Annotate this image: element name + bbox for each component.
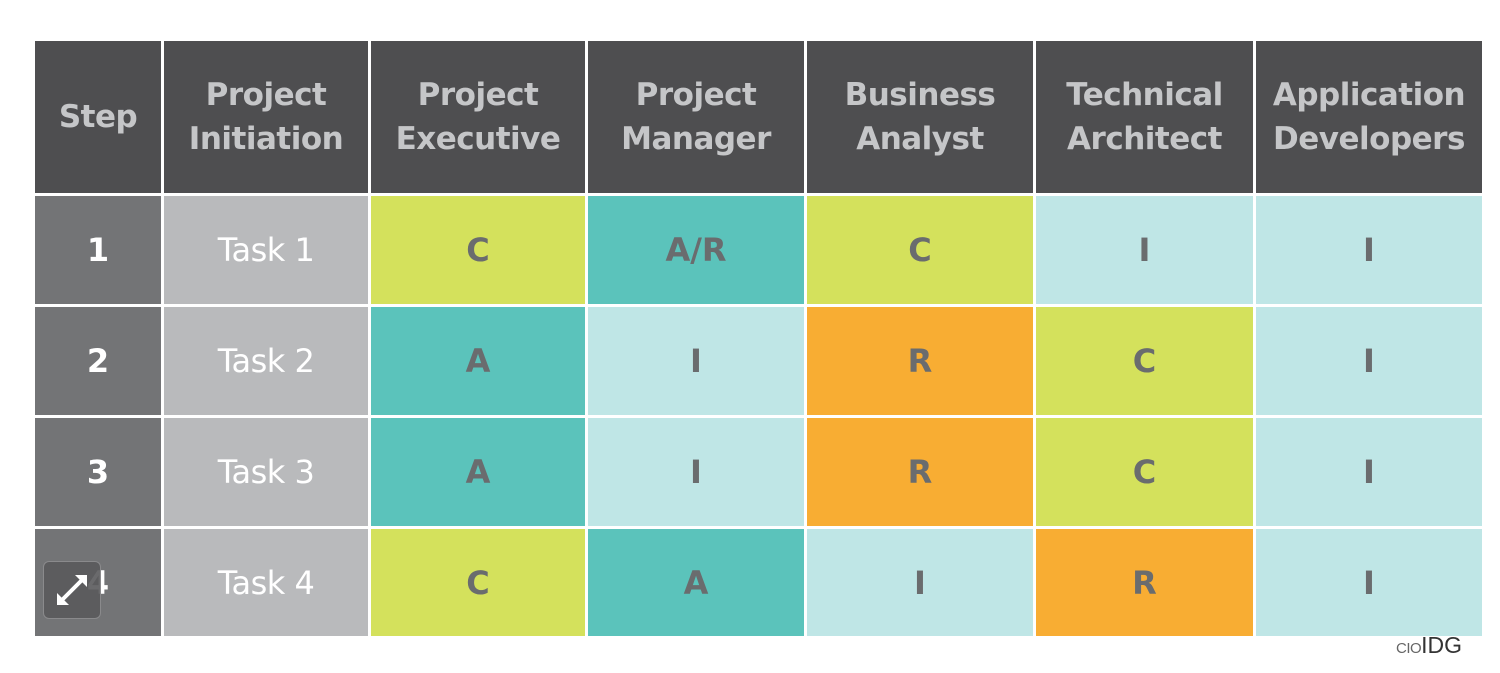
header-project-executive: Project Executive — [371, 41, 585, 193]
raci-cell: R — [1036, 529, 1253, 636]
watermark-brand: IDG — [1421, 632, 1463, 658]
raci-matrix: Step Project Initiation Project Executiv… — [35, 41, 1482, 636]
raci-cell: R — [807, 418, 1033, 526]
step-cell: 1 — [35, 196, 161, 304]
task-cell: Task 2 — [164, 307, 368, 415]
expand-icon — [57, 575, 87, 605]
raci-cell: I — [588, 307, 804, 415]
header-technical-architect: Technical Architect — [1036, 41, 1253, 193]
header-application-developers: Application Developers — [1256, 41, 1482, 193]
raci-cell: I — [1256, 529, 1482, 636]
raci-cell: A — [588, 529, 804, 636]
header-project-manager: Project Manager — [588, 41, 804, 193]
expand-button[interactable] — [43, 561, 101, 619]
header-project-initiation: Project Initiation — [164, 41, 368, 193]
raci-cell: C — [371, 529, 585, 636]
cio-idg-watermark: CIOIDG — [1396, 632, 1462, 662]
raci-cell: I — [1256, 196, 1482, 304]
watermark-prefix: CIO — [1396, 640, 1422, 657]
raci-cell: C — [1036, 307, 1253, 415]
raci-cell: I — [1256, 418, 1482, 526]
header-step: Step — [35, 41, 161, 193]
raci-cell: C — [1036, 418, 1253, 526]
raci-cell: I — [588, 418, 804, 526]
raci-cell: C — [807, 196, 1033, 304]
raci-cell: I — [1256, 307, 1482, 415]
raci-cell: A — [371, 418, 585, 526]
task-cell: Task 4 — [164, 529, 368, 636]
raci-cell: R — [807, 307, 1033, 415]
header-business-analyst: Business Analyst — [807, 41, 1033, 193]
task-cell: Task 3 — [164, 418, 368, 526]
step-cell: 2 — [35, 307, 161, 415]
raci-cell: A — [371, 307, 585, 415]
raci-cell: A/R — [588, 196, 804, 304]
raci-cell: C — [371, 196, 585, 304]
raci-cell: I — [807, 529, 1033, 636]
task-cell: Task 1 — [164, 196, 368, 304]
raci-cell: I — [1036, 196, 1253, 304]
step-cell: 3 — [35, 418, 161, 526]
